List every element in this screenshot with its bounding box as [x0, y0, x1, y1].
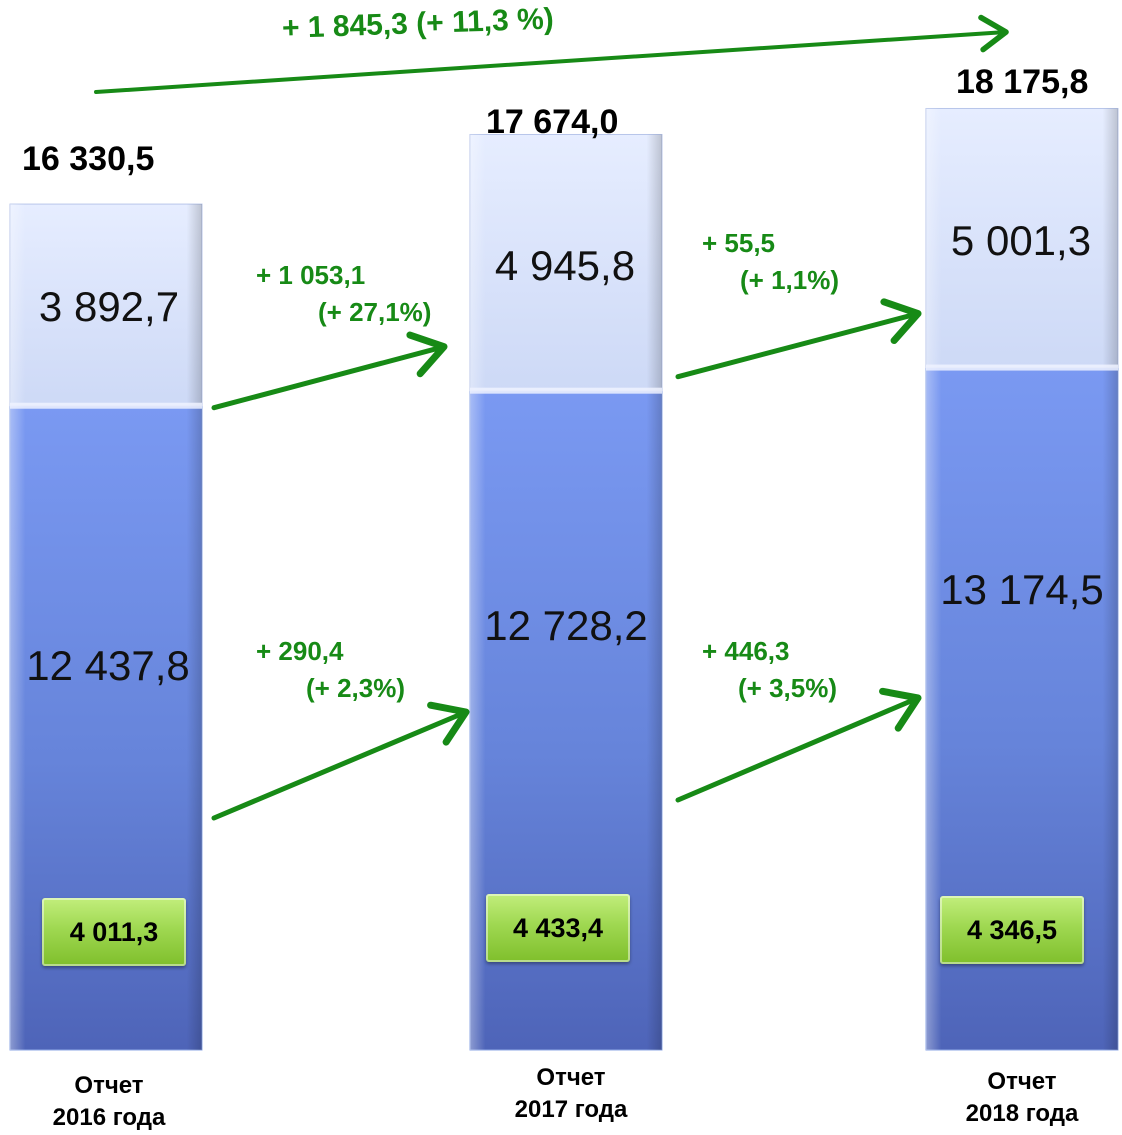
change-upper-2017-2018-abs: + 55,5 — [702, 228, 776, 258]
arrow-upper-2016-2017 — [211, 331, 448, 411]
change-upper-2017-2018-pct: (+ 1,1%) — [740, 265, 839, 295]
change-lower-2016-2017-abs: + 290,4 — [256, 636, 344, 666]
change-lower-2016-2017-pct: (+ 2,3%) — [306, 673, 405, 703]
bar-segment-divider-2016 — [10, 402, 202, 409]
arrow-total-change — [94, 14, 1009, 94]
lower-segment-label-2018: 13 174,5 — [940, 566, 1104, 613]
bar-segment-divider-2017 — [470, 387, 662, 394]
change-lower-2016-2017: + 290,4 (+ 2,3%) — [256, 636, 405, 704]
arrow-upper-2017-2018 — [675, 298, 922, 380]
bar-total-2016: 16 330,5 — [22, 140, 155, 178]
sub-value-2017: 4 433,4 — [512, 912, 604, 943]
change-lower-2017-2018-abs: + 446,3 — [702, 636, 790, 666]
lower-segment-label-2016: 12 437,8 — [26, 642, 190, 689]
category-label-2017-line2: 2017 года — [514, 1096, 628, 1124]
sub-value-2018: 4 346,5 — [966, 914, 1058, 945]
lower-segment-label-2017: 12 728,2 — [484, 602, 648, 649]
bar-shading-2018 — [926, 108, 1118, 1051]
change-upper-2016-2017: + 1 053,1 (+ 27,1%) — [256, 260, 431, 328]
change-upper-2016-2017-abs: + 1 053,1 — [256, 260, 366, 290]
category-label-2016: Отчет 2016 года — [9, 1070, 209, 1135]
sub-value-box-2018: 4 346,5 — [940, 896, 1084, 964]
bar-segment-divider-2018 — [926, 364, 1118, 371]
category-label-2018-line1: Отчет — [987, 1068, 1057, 1095]
category-label-2016-line1: Отчет — [74, 1072, 144, 1099]
category-label-2016-line2: 2016 года — [52, 1104, 166, 1132]
sub-value-box-2017: 4 433,4 — [486, 894, 630, 962]
category-label-2017: Отчет 2017 года — [471, 1062, 671, 1127]
change-lower-2017-2018: + 446,3 (+ 3,5%) — [702, 636, 837, 704]
bar-total-2017: 17 674,0 — [486, 103, 619, 141]
change-upper-2016-2017-pct: (+ 27,1%) — [318, 297, 432, 327]
upper-segment-label-2017: 4 945,8 — [494, 242, 636, 289]
change-lower-2017-2018-pct: (+ 3,5%) — [738, 673, 837, 703]
upper-segment-label-2018: 5 001,3 — [950, 217, 1092, 264]
upper-segment-label-2016: 3 892,7 — [38, 283, 180, 330]
category-label-2017-line1: Отчет — [536, 1064, 606, 1091]
category-label-2018-line2: 2018 года — [965, 1100, 1079, 1128]
category-label-2018: Отчет 2018 года — [922, 1066, 1122, 1131]
sub-value-box-2016: 4 011,3 — [42, 898, 186, 966]
sub-value-2016: 4 011,3 — [69, 916, 159, 947]
change-upper-2017-2018: + 55,5 (+ 1,1%) — [702, 228, 839, 296]
arrow-lower-2017-2018 — [675, 687, 922, 803]
arrow-lower-2016-2017 — [211, 701, 470, 821]
bar-total-2018: 18 175,8 — [956, 63, 1089, 101]
